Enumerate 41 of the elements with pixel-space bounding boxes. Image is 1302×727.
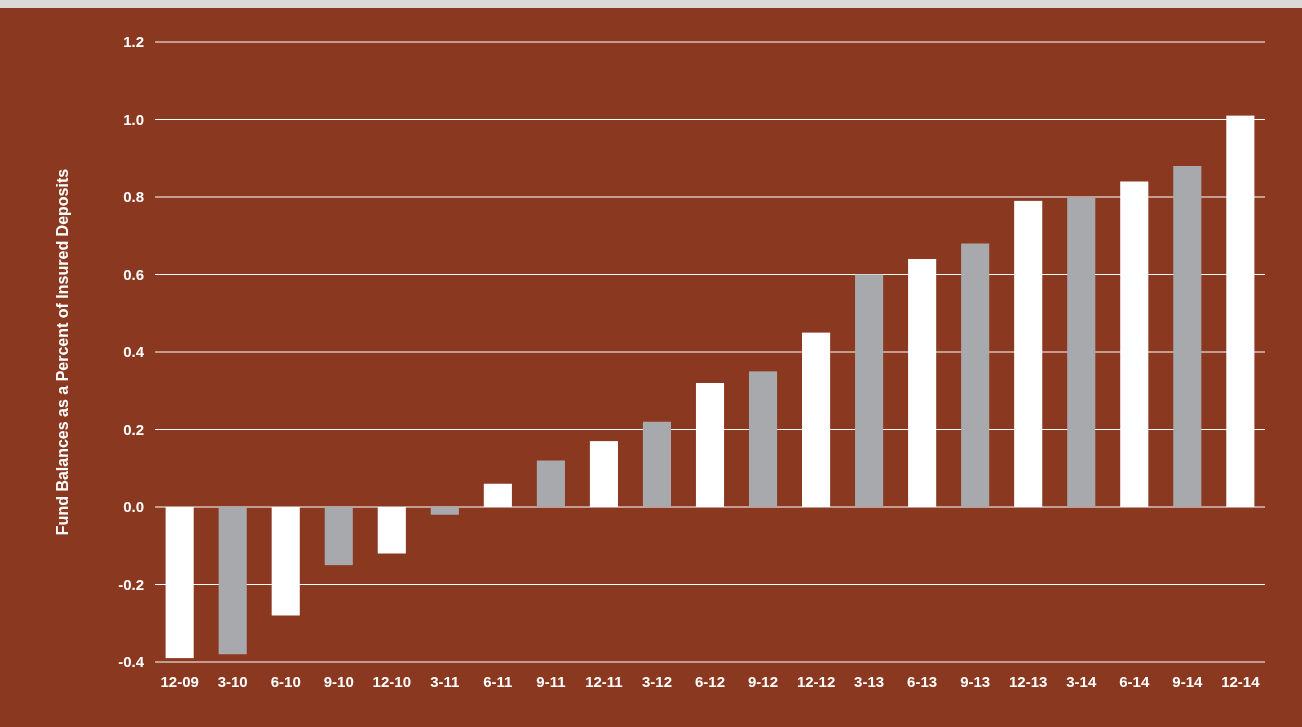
x-tick-label: 9-11 <box>536 672 566 690</box>
y-tick-label: 0.4 <box>123 343 145 361</box>
x-tick-label: 12-10 <box>372 672 411 690</box>
y-tick-label: 0.8 <box>123 188 144 206</box>
x-tick-label: 3-12 <box>641 672 672 690</box>
x-tick-label: 12-09 <box>160 672 199 690</box>
x-tick-label: 6-13 <box>907 672 938 690</box>
x-tick-label: 9-10 <box>323 672 354 690</box>
x-tick-label: 9-13 <box>960 672 991 690</box>
bar <box>218 507 247 655</box>
bar <box>642 421 672 507</box>
bar <box>1173 166 1202 507</box>
y-tick-label: 1.2 <box>123 33 144 51</box>
x-tick-label: 3-11 <box>430 672 460 690</box>
x-tick-label: 12-11 <box>585 672 623 690</box>
bar <box>324 507 353 566</box>
y-tick-label: 0.0 <box>123 498 144 516</box>
x-tick-label: 3-14 <box>1066 672 1097 690</box>
y-tick-label: 0.2 <box>123 420 144 438</box>
y-tick-label: -0.2 <box>118 575 144 593</box>
bar <box>536 460 565 507</box>
bar <box>1067 197 1096 507</box>
x-tick-label: 9-12 <box>748 672 779 690</box>
y-tick-label: 1.0 <box>123 110 144 128</box>
bar <box>855 274 884 507</box>
y-axis-title: Fund Balances as a Percent of Insured Deposits <box>54 168 71 536</box>
bar <box>430 507 459 515</box>
x-tick-label: 12-13 <box>1009 672 1048 690</box>
y-tick-label: -0.4 <box>118 653 145 671</box>
bar <box>961 243 990 507</box>
y-tick-label: 0.6 <box>123 265 144 283</box>
x-tick-label: 3-10 <box>217 672 248 690</box>
x-tick-label: 6-12 <box>694 672 726 690</box>
x-tick-label: 12-14 <box>1221 672 1261 690</box>
x-tick-label: 6-11 <box>483 672 513 690</box>
x-tick-label: 6-14 <box>1119 672 1150 690</box>
x-tick-label: 3-13 <box>854 672 885 690</box>
x-tick-label: 6-10 <box>270 672 301 690</box>
bar <box>748 371 778 507</box>
x-tick-label: 9-14 <box>1172 672 1203 690</box>
x-tick-label: 12-12 <box>796 672 836 690</box>
